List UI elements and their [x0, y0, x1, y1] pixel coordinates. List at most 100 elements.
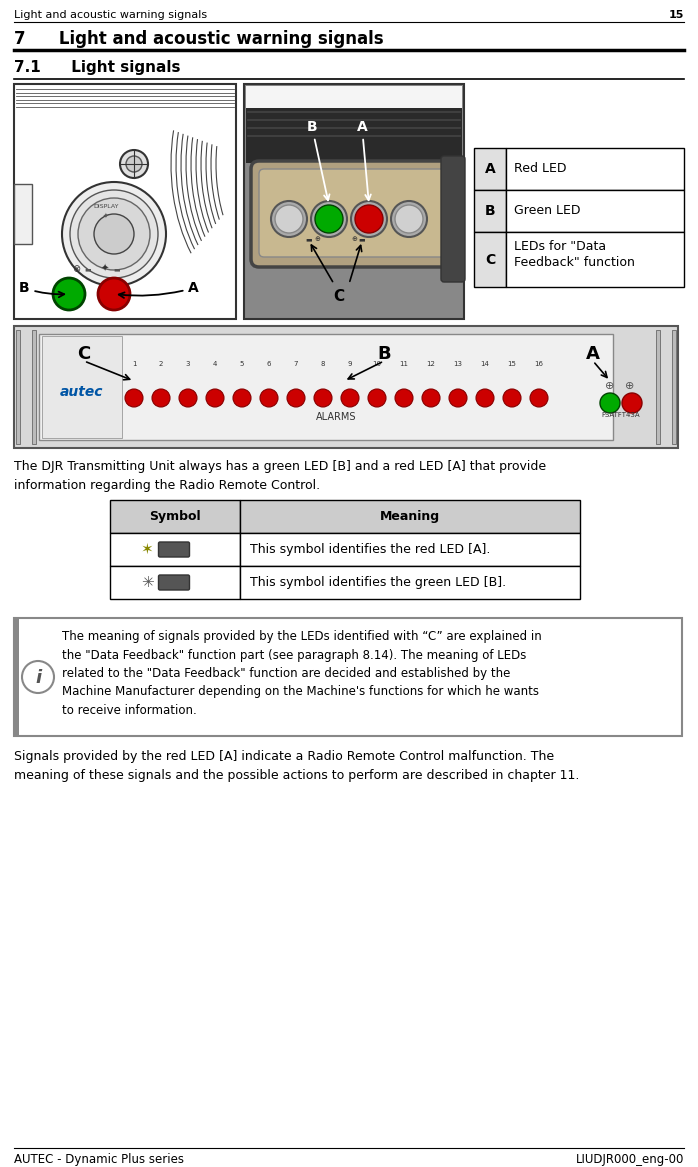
Circle shape [94, 214, 134, 254]
Circle shape [315, 205, 343, 233]
Text: ALARMS: ALARMS [316, 412, 357, 422]
Bar [672, 330, 676, 443]
Bar [240, 499, 580, 533]
Text: The meaning of signals provided by the LEDs identified with “C” are explained in: The meaning of signals provided by the L… [62, 630, 542, 717]
Bar [246, 109, 462, 163]
Bar [14, 619, 19, 736]
Text: 5: 5 [240, 361, 244, 366]
Bar [32, 330, 36, 443]
Text: B: B [484, 204, 496, 218]
Circle shape [391, 201, 427, 237]
FancyBboxPatch shape [251, 161, 457, 267]
Text: Signals provided by the red LED [A] indicate a Radio Remote Control malfunction.: Signals provided by the red LED [A] indi… [14, 750, 579, 782]
Bar [42, 336, 122, 438]
Text: ⊗: ⊗ [72, 264, 80, 274]
Text: ▬: ▬ [359, 236, 365, 242]
Text: A: A [586, 345, 600, 363]
Text: B: B [306, 120, 329, 201]
Circle shape [355, 205, 383, 233]
Bar [506, 190, 684, 232]
FancyBboxPatch shape [259, 169, 449, 257]
Text: 9: 9 [348, 361, 352, 366]
Circle shape [622, 393, 642, 413]
Bar [474, 190, 506, 232]
Bar [474, 148, 506, 190]
Circle shape [22, 661, 54, 693]
Text: LEDs for "Data: LEDs for "Data [514, 240, 606, 253]
Circle shape [476, 389, 494, 407]
Text: B: B [19, 281, 64, 298]
Circle shape [70, 190, 158, 278]
Circle shape [275, 205, 303, 233]
Text: DISPLAY: DISPLAY [94, 203, 119, 209]
Text: C: C [77, 345, 91, 363]
Text: ⊕: ⊕ [605, 380, 615, 391]
Circle shape [449, 389, 467, 407]
Circle shape [62, 182, 166, 286]
Circle shape [395, 205, 423, 233]
Bar [244, 84, 464, 319]
Text: ⊕: ⊕ [351, 236, 357, 242]
Text: This symbol identifies the green LED [B].: This symbol identifies the green LED [B]… [250, 576, 506, 589]
Text: Symbol: Symbol [149, 510, 201, 523]
Bar [14, 184, 32, 244]
Text: 11: 11 [399, 361, 408, 366]
Text: The DJR Transmitting Unit always has a green LED [B] and a red LED [A] that prov: The DJR Transmitting Unit always has a g… [14, 460, 546, 492]
Circle shape [78, 198, 150, 270]
Text: FSATFT43A: FSATFT43A [602, 412, 640, 418]
Circle shape [311, 201, 347, 237]
Circle shape [530, 389, 548, 407]
Circle shape [503, 389, 521, 407]
Text: 12: 12 [426, 361, 436, 366]
Bar [110, 533, 240, 566]
Circle shape [368, 389, 386, 407]
Circle shape [125, 389, 143, 407]
Bar [110, 499, 240, 533]
Text: 4: 4 [213, 361, 217, 366]
Bar [246, 86, 462, 109]
FancyBboxPatch shape [441, 156, 465, 282]
Bar [16, 330, 20, 443]
Text: 7  Light and acoustic warning signals: 7 Light and acoustic warning signals [14, 30, 384, 48]
Text: A: A [484, 162, 496, 176]
Text: ⊕: ⊕ [625, 380, 634, 391]
Text: ▬: ▬ [84, 266, 91, 272]
Text: ✦: ✦ [103, 214, 109, 219]
Text: Meaning: Meaning [380, 510, 440, 523]
Text: AUTEC - Dynamic Plus series: AUTEC - Dynamic Plus series [14, 1153, 184, 1166]
Circle shape [422, 389, 440, 407]
Circle shape [271, 201, 307, 237]
Circle shape [600, 393, 620, 413]
Circle shape [126, 156, 142, 172]
Text: C: C [485, 252, 495, 266]
Circle shape [53, 278, 85, 310]
Text: ✳: ✳ [140, 575, 154, 591]
Circle shape [260, 389, 278, 407]
Text: Light and acoustic warning signals: Light and acoustic warning signals [14, 11, 207, 20]
Text: autec: autec [60, 385, 104, 399]
Circle shape [206, 389, 224, 407]
Text: A: A [357, 120, 371, 201]
Text: 3: 3 [186, 361, 191, 366]
Bar [14, 326, 678, 448]
Text: ✶: ✶ [140, 541, 154, 557]
Text: 15: 15 [669, 11, 684, 20]
Bar [240, 566, 580, 599]
Text: 8: 8 [321, 361, 325, 366]
Bar [506, 148, 684, 190]
Text: B: B [377, 345, 391, 363]
Bar [14, 84, 236, 319]
Circle shape [233, 389, 251, 407]
Circle shape [98, 278, 130, 310]
Text: ⊕: ⊕ [314, 236, 320, 242]
Text: 2: 2 [159, 361, 163, 366]
FancyBboxPatch shape [158, 575, 189, 591]
Text: Green LED: Green LED [514, 204, 581, 217]
FancyBboxPatch shape [158, 541, 189, 557]
Text: Feedback" function: Feedback" function [514, 256, 635, 270]
Text: i: i [35, 669, 41, 687]
Bar [474, 232, 506, 287]
Text: LIUDJR000_eng-00: LIUDJR000_eng-00 [576, 1153, 684, 1166]
Bar [240, 533, 580, 566]
Text: 13: 13 [454, 361, 463, 366]
